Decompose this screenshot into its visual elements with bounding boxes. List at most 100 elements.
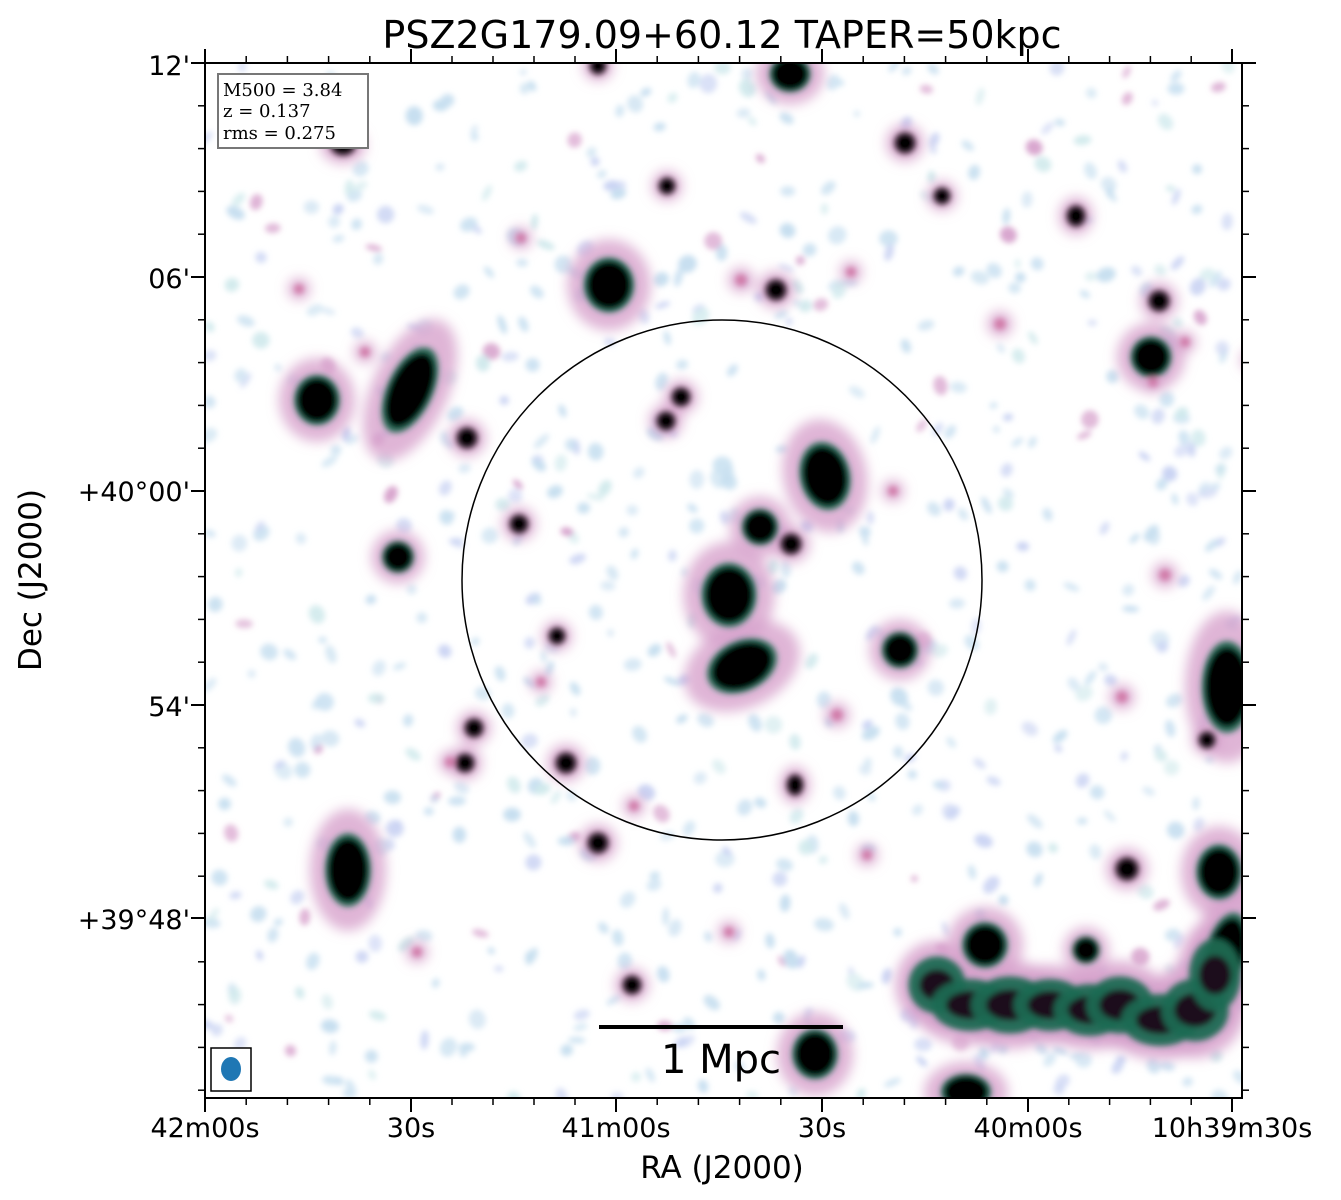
noise-speckle — [392, 662, 407, 671]
noise-speckle — [739, 211, 757, 224]
y-tick-label: 54' — [148, 692, 190, 723]
noise-speckle — [879, 230, 898, 247]
source-core — [846, 267, 856, 277]
noise-speckle — [475, 355, 490, 372]
noise-speckle — [1099, 521, 1110, 535]
noise-speckle — [250, 194, 263, 211]
source-core — [724, 927, 734, 937]
noise-speckle — [603, 180, 620, 191]
noise-speckle — [472, 929, 489, 938]
noise-speckle — [569, 553, 586, 565]
source-core — [934, 188, 950, 204]
noise-speckle — [1021, 191, 1033, 208]
noise-speckle — [372, 660, 386, 677]
noise-speckle — [540, 650, 547, 663]
noise-speckle — [818, 855, 828, 864]
noise-speckle — [617, 952, 633, 970]
noise-speckle — [715, 244, 728, 262]
noise-speckle — [792, 298, 801, 307]
info-redshift: z = 0.137 — [223, 101, 311, 122]
noise-speckle — [1026, 841, 1043, 858]
noise-speckle — [415, 929, 433, 942]
noise-speckle — [813, 298, 829, 311]
noise-speckle — [667, 549, 677, 562]
noise-speckle — [1076, 817, 1088, 825]
noise-speckle — [1163, 760, 1180, 776]
noise-speckle — [712, 759, 726, 774]
source-core — [862, 850, 872, 860]
source-core — [445, 757, 455, 767]
source-core — [802, 446, 848, 506]
source-core — [895, 133, 915, 153]
noise-speckle — [883, 1077, 901, 1088]
noise-speckle — [967, 864, 977, 880]
noise-speckle — [554, 454, 567, 472]
noise-speckle — [1054, 118, 1066, 127]
source-core — [1067, 206, 1085, 226]
noise-speckle — [687, 71, 701, 89]
noise-speckle — [998, 496, 1013, 512]
noise-speckle — [598, 479, 612, 497]
noise-speckle — [1002, 488, 1015, 499]
noise-speckle — [287, 737, 306, 758]
noise-speckle — [318, 636, 327, 644]
noise-speckle — [820, 203, 829, 215]
y-tick-label: 12' — [148, 51, 190, 82]
noise-speckle — [264, 879, 279, 890]
noise-speckle — [647, 643, 662, 657]
noise-speckle — [588, 604, 603, 620]
noise-speckle — [856, 981, 874, 989]
noise-speckle — [839, 902, 850, 920]
noise-speckle — [1011, 348, 1025, 364]
noise-speckle — [453, 284, 470, 300]
source-core — [465, 719, 483, 737]
noise-speckle — [774, 309, 788, 320]
noise-speckle — [646, 878, 662, 891]
noise-speckle — [334, 1076, 344, 1086]
noise-speckle — [565, 438, 577, 451]
noise-speckle — [736, 108, 751, 118]
noise-speckle — [252, 331, 270, 349]
noise-speckle — [1147, 527, 1161, 545]
noise-speckle — [837, 79, 845, 87]
noise-speckle — [1215, 340, 1229, 355]
noise-speckle — [1053, 1083, 1065, 1096]
source-cores — [294, 63, 1242, 1098]
source-core — [1074, 938, 1098, 962]
noise-speckle — [306, 304, 323, 317]
noise-speckle — [722, 846, 732, 856]
source-core — [549, 628, 565, 644]
noise-speckle — [697, 1079, 709, 1093]
noise-speckle — [1028, 436, 1037, 448]
noise-speckle — [610, 188, 627, 200]
noise-speckle — [998, 895, 1009, 906]
noise-speckle — [931, 644, 949, 658]
noise-speckle — [237, 63, 247, 73]
x-tick-label: 10h39m30s — [1152, 1113, 1313, 1144]
noise-speckle — [1151, 99, 1159, 106]
noise-speckle — [368, 1010, 387, 1021]
source-core — [888, 486, 898, 496]
noise-speckle — [1000, 463, 1013, 477]
noise-speckle — [968, 164, 981, 181]
noise-speckle — [550, 790, 562, 805]
noise-speckle — [1027, 331, 1038, 345]
noise-speckle — [1042, 507, 1053, 522]
noise-speckle — [487, 947, 495, 955]
noise-speckle — [472, 225, 482, 234]
noise-speckle — [573, 1023, 588, 1031]
noise-speckle — [547, 485, 563, 499]
noise-speckle — [1146, 1057, 1161, 1074]
noise-speckle — [662, 907, 670, 926]
noise-speckle — [530, 213, 539, 230]
noise-speckle — [949, 598, 965, 609]
noise-speckle — [430, 794, 439, 804]
noise-speckle — [1217, 462, 1225, 480]
source-core — [1205, 647, 1242, 727]
noise-speckle — [355, 950, 369, 964]
noise-speckle — [982, 875, 1000, 894]
noise-speckle — [508, 488, 523, 504]
noise-speckle — [1192, 797, 1200, 811]
noise-speckle — [779, 894, 791, 912]
